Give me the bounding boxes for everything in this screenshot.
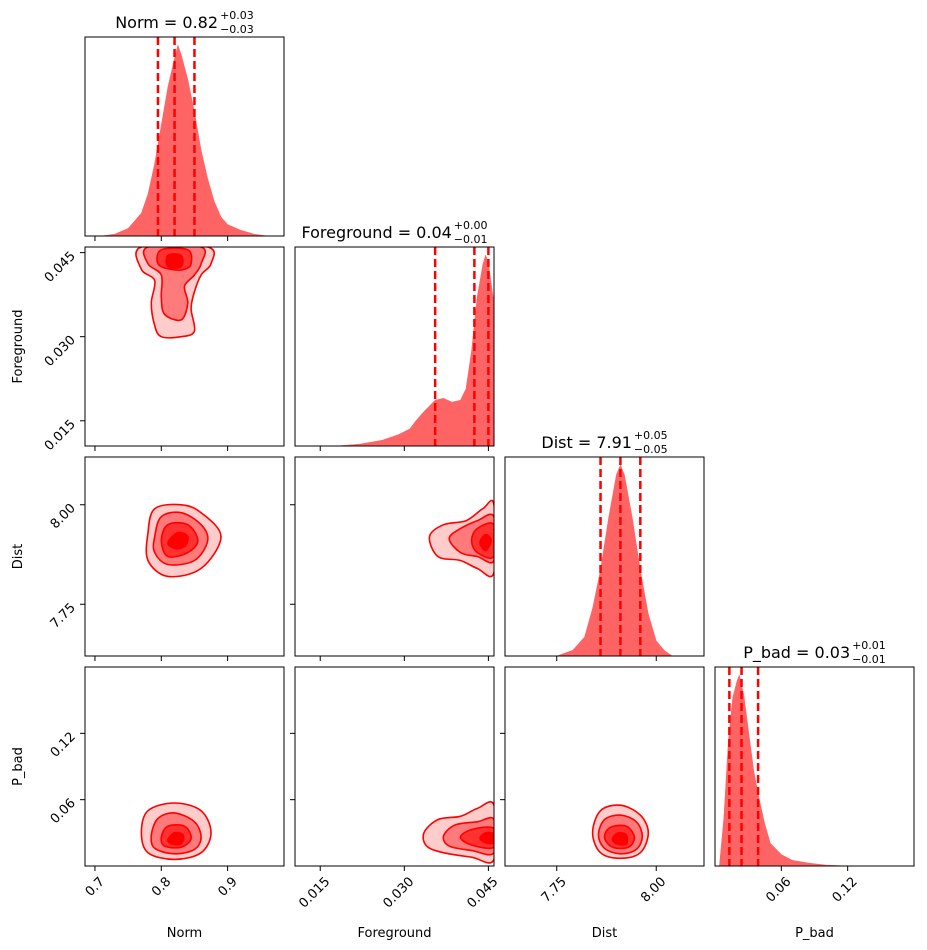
contour-level-norm-foreground-3 (165, 253, 184, 269)
x-tick-label-norm-0: 0.7 (83, 874, 108, 899)
title-sup-norm: +0.03 (220, 9, 254, 22)
x-tick-label-foreground-2: 0.045 (465, 874, 502, 911)
panel-frame-3-2 (504, 666, 705, 867)
panel-norm-foreground-contours (135, 247, 215, 339)
x-tick-label-norm-2: 0.9 (215, 874, 240, 899)
y-tick-label-pbad-0: 0.06 (48, 796, 79, 827)
histogram-foreground (336, 254, 494, 446)
title-main-dist: Dist = 7.91 (541, 433, 632, 452)
title-sub-pbad: −0.01 (852, 653, 886, 666)
contour-level-foreground-dist-3 (479, 533, 493, 552)
title-sub-foreground: −0.01 (454, 233, 488, 246)
x-tick-label-foreground-0: 0.015 (296, 874, 333, 911)
title-foreground: Foreground = 0.04 +0.00−0.01 (302, 219, 488, 246)
panel-frame-2-1 (294, 456, 495, 657)
panel-foreground-dist-contours (428, 499, 494, 578)
panel-norm-hist (101, 37, 268, 236)
panel-frame-2-2 (504, 456, 705, 657)
y-axis-label-pbad: P_bad (11, 747, 26, 786)
histogram-pbad (719, 674, 848, 866)
y-axis-label-dist: Dist (11, 544, 26, 570)
y-tick-label-dist-1: 8.00 (48, 501, 79, 532)
panel-frame-1-0 (84, 246, 285, 447)
panel-pbad-hist (719, 667, 848, 866)
y-tick-label-dist-0: 7.75 (48, 600, 79, 631)
contour-level-foreground-pbad-0 (422, 801, 494, 864)
contour-level-dist-pbad-3 (611, 831, 629, 846)
panel-frame-2-0 (84, 456, 285, 657)
contour-level-foreground-pbad-3 (479, 831, 494, 845)
title-norm: Norm = 0.82 +0.03−0.03 (115, 9, 254, 36)
x-axis-label-foreground: Foreground (357, 926, 431, 941)
x-tick-label-foreground-1: 0.030 (380, 874, 417, 911)
contour-level-norm-dist-3 (167, 531, 189, 550)
histogram-dist (556, 464, 673, 656)
panel-dist-pbad-contours (591, 804, 650, 860)
y-tick-label-pbad-1: 0.12 (48, 730, 79, 761)
title-sup-dist: +0.05 (634, 429, 668, 442)
x-axis-label-norm: Norm (167, 926, 202, 941)
panel-foreground-hist (336, 247, 494, 446)
panel-foreground-pbad-contours (422, 801, 494, 864)
title-main-norm: Norm = 0.82 (115, 13, 218, 32)
title-main-pbad: P_bad = 0.03 (743, 643, 850, 663)
panel-norm-pbad-contours (140, 802, 212, 861)
panel-dist-hist (556, 457, 673, 656)
title-sub-dist: −0.05 (634, 443, 668, 456)
x-tick-label-pbad-1: 0.12 (830, 874, 861, 905)
histogram-norm (101, 44, 268, 236)
x-tick-label-dist-1: 8.00 (638, 874, 669, 905)
y-axis-label-foreground: Foreground (11, 309, 26, 383)
title-sup-foreground: +0.00 (454, 219, 488, 232)
panel-norm-dist-contours (145, 503, 222, 578)
x-axis-label-pbad: P_bad (795, 926, 834, 941)
title-sup-pbad: +0.01 (852, 639, 886, 652)
panel-frame-0-0 (84, 36, 285, 237)
y-tick-label-foreground-1: 0.030 (42, 333, 79, 370)
y-tick-label-foreground-2: 0.045 (42, 249, 79, 286)
panel-frame-1-1 (294, 246, 495, 447)
title-dist: Dist = 7.91 +0.05−0.05 (541, 429, 667, 456)
title-sub-norm: −0.03 (220, 23, 254, 36)
x-tick-label-pbad-0: 0.06 (763, 874, 794, 905)
title-pbad: P_bad = 0.03 +0.01−0.01 (743, 639, 886, 666)
x-axis-label-dist: Dist (592, 926, 618, 941)
panel-frame-3-1 (294, 666, 495, 867)
x-tick-label-dist-0: 7.75 (539, 874, 570, 905)
panel-frame-3-3 (714, 666, 915, 867)
x-tick-label-norm-1: 0.8 (149, 874, 174, 899)
contour-level-norm-pbad-3 (167, 831, 185, 846)
title-main-foreground: Foreground = 0.04 (302, 223, 452, 242)
panel-frame-3-0 (84, 666, 285, 867)
y-tick-label-foreground-0: 0.015 (42, 417, 79, 454)
